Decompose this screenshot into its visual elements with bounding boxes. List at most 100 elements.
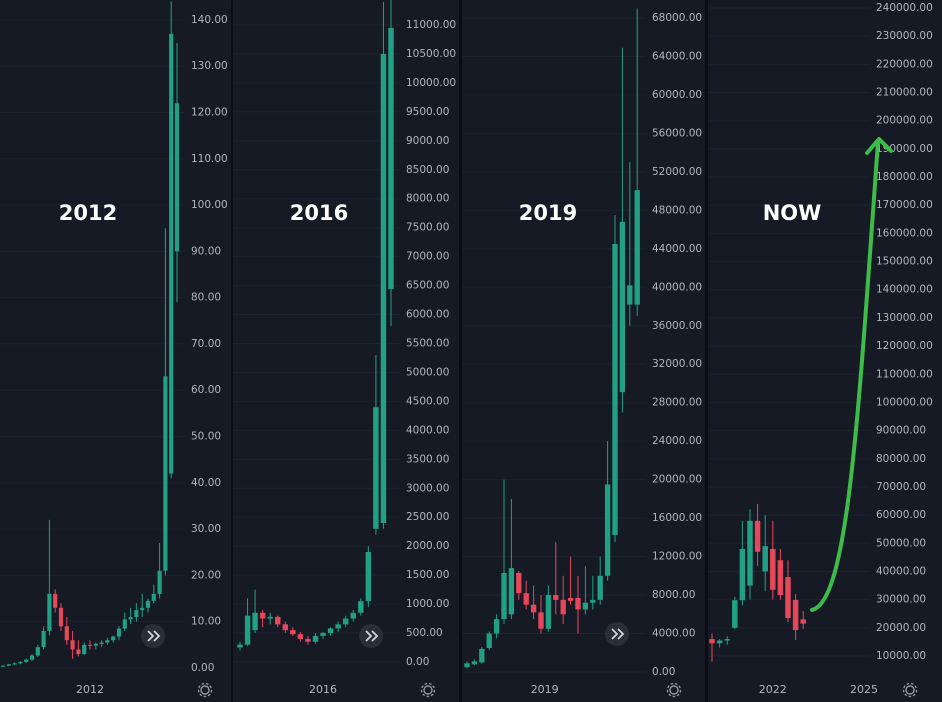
candle-body xyxy=(335,624,341,629)
candle-body xyxy=(365,551,372,602)
candle-body xyxy=(140,607,145,611)
y-tick-label: 9000.00 xyxy=(406,135,449,147)
y-tick-label: 48000.00 xyxy=(652,204,702,216)
candle-body xyxy=(252,612,258,631)
y-tick-label: 160000.00 xyxy=(876,227,933,239)
y-tick-label: 90.00 xyxy=(191,245,221,257)
settings-icons[interactable] xyxy=(197,682,918,698)
y-tick-label: 52000.00 xyxy=(652,166,702,178)
candle-body xyxy=(800,619,806,624)
candle-body xyxy=(320,633,326,636)
y-tick-label: 10000.00 xyxy=(876,650,926,662)
candle-body xyxy=(739,548,746,601)
panel-background xyxy=(233,0,459,702)
candle-body xyxy=(747,520,753,586)
candle-body xyxy=(732,600,738,628)
y-tick-label: 140.00 xyxy=(191,14,228,26)
candle-body xyxy=(312,635,319,642)
scroll-button[interactable] xyxy=(359,624,383,648)
y-tick-label: 5000.00 xyxy=(406,366,449,378)
y-tick-label: 70000.00 xyxy=(876,481,926,493)
y-tick-label: 40.00 xyxy=(191,477,221,489)
y-tick-label: 8500.00 xyxy=(406,164,449,176)
y-tick-label: 50.00 xyxy=(191,431,221,443)
x-tick-label: 2025 xyxy=(850,683,878,696)
candle-body xyxy=(169,33,174,474)
y-tick-label: 24000.00 xyxy=(652,435,702,447)
candle-body xyxy=(762,546,768,572)
y-tick-label: 6000.00 xyxy=(406,309,449,321)
candle-body xyxy=(471,661,478,665)
y-tick-label: 110000.00 xyxy=(876,368,933,380)
y-tick-label: 10500.00 xyxy=(406,48,456,60)
y-tick-label: 210000.00 xyxy=(876,87,933,99)
candle-body xyxy=(12,663,17,665)
y-tick-label: 120.00 xyxy=(191,106,228,118)
y-tick-label: 50000.00 xyxy=(876,537,926,549)
candle-body xyxy=(501,572,507,620)
y-tick-label: 100000.00 xyxy=(876,396,933,408)
y-tick-label: 20000.00 xyxy=(652,474,702,486)
y-tick-label: 3000.00 xyxy=(406,482,449,494)
y-tick-label: 68000.00 xyxy=(652,12,702,24)
y-tick-label: 10000.00 xyxy=(406,77,456,89)
candle-body xyxy=(553,595,559,600)
scroll-button[interactable] xyxy=(605,622,629,646)
x-tick-label: 2012 xyxy=(76,683,104,696)
panel-title: 2016 xyxy=(290,201,348,225)
candle-body xyxy=(538,612,544,629)
candle-body xyxy=(754,520,761,552)
y-tick-label: 80000.00 xyxy=(876,453,926,465)
candle-body xyxy=(0,665,6,667)
candle-body xyxy=(29,655,35,660)
candle-body xyxy=(24,659,29,662)
chart-panel: 10000.00 20000.00 30000.00 40000.00 50000.00… xyxy=(708,2,933,696)
y-tick-label: 150000.00 xyxy=(876,256,933,268)
candle-body xyxy=(575,597,581,610)
candle-body xyxy=(157,570,162,594)
candle-body xyxy=(58,607,64,627)
x-tick-label: 2019 xyxy=(531,683,559,696)
y-tick-label: 64000.00 xyxy=(652,50,702,62)
candle-body xyxy=(327,628,334,634)
candle-body xyxy=(523,593,529,605)
y-tick-label: 180000.00 xyxy=(876,171,933,183)
y-tick-label: 500.00 xyxy=(406,627,443,639)
y-tick-label: 60000.00 xyxy=(876,509,926,521)
candle-body xyxy=(244,615,251,645)
candle-body xyxy=(41,630,46,648)
candle-body xyxy=(770,548,776,590)
y-tick-label: 10.00 xyxy=(191,616,221,628)
y-tick-label: 30000.00 xyxy=(876,594,926,606)
candle-body xyxy=(282,624,289,631)
candle-body xyxy=(627,285,633,305)
candle-body xyxy=(53,593,58,608)
candle-body xyxy=(116,628,122,637)
candle-body xyxy=(145,600,151,608)
candle-body xyxy=(70,640,75,650)
candle-body xyxy=(545,595,552,629)
y-tick-label: 0.00 xyxy=(406,656,429,668)
scroll-button[interactable] xyxy=(141,624,165,648)
panel-background xyxy=(708,0,942,702)
candle-body xyxy=(634,190,640,305)
x-tick-label: 2022 xyxy=(759,683,787,696)
y-tick-label: 2500.00 xyxy=(406,511,449,523)
candle-body xyxy=(122,619,127,629)
y-tick-label: 56000.00 xyxy=(652,127,702,139)
y-tick-label: 100.00 xyxy=(191,199,228,211)
candle-body xyxy=(590,599,596,603)
x-tick-label: 2016 xyxy=(309,683,337,696)
candle-body xyxy=(111,636,116,641)
candle-body xyxy=(388,27,394,290)
y-tick-label: 170000.00 xyxy=(876,199,933,211)
candle-body xyxy=(612,244,618,535)
y-tick-label: 230000.00 xyxy=(876,30,933,42)
y-tick-label: 110.00 xyxy=(191,153,228,165)
y-tick-label: 7500.00 xyxy=(406,222,449,234)
y-tick-label: 16000.00 xyxy=(652,512,702,524)
candle-body xyxy=(297,634,304,639)
chart-panel: 0.00 10.00 20.00 30.00 40.00 50.00 60.00 70.00 8… xyxy=(0,1,228,696)
y-tick-label: 40000.00 xyxy=(652,281,702,293)
y-tick-label: 40000.00 xyxy=(876,565,926,577)
